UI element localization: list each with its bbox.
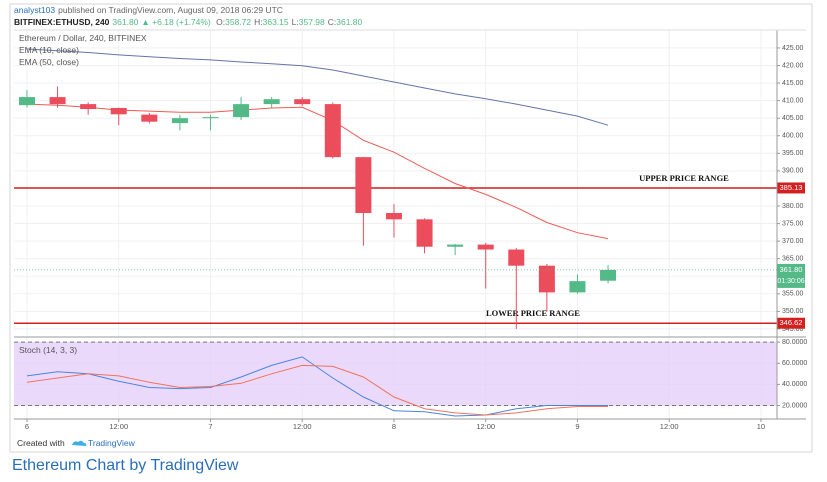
ohlc-label: C:	[327, 17, 337, 27]
legend-ema50: EMA (50, close)	[19, 57, 79, 67]
ohlc-value: 357.98	[298, 17, 325, 27]
change: ▲ +6.18 (+1.74%)	[141, 17, 211, 27]
y-tick-label: 370.00	[782, 238, 804, 245]
candle-body	[355, 157, 372, 214]
y-tick-label: 60.0000	[782, 360, 807, 367]
stoch-line	[26, 356, 608, 417]
candle-body	[18, 97, 35, 106]
last-price-tag	[777, 263, 805, 288]
price-level-text: UPPER PRICE RANGE	[639, 173, 729, 183]
candle-body	[171, 118, 188, 124]
candle-body	[80, 104, 97, 110]
y-tick-label: 40.0000	[782, 381, 807, 388]
candle-body	[233, 104, 250, 118]
candle-body	[324, 104, 341, 158]
y-tick-label: 365.00	[782, 256, 804, 263]
candle-body	[600, 269, 617, 281]
ema-line	[26, 48, 609, 126]
author[interactable]: analyst103	[14, 5, 56, 15]
y-tick-label: 20.0000	[782, 402, 807, 409]
candle-body	[294, 99, 311, 105]
x-tick-label: 9	[575, 422, 579, 431]
ohlc-value: 358.72	[225, 17, 252, 27]
x-tick-label: 12:00	[476, 422, 495, 431]
x-tick-label: 12:00	[293, 422, 312, 431]
y-tick-label: 345.00	[782, 326, 804, 333]
x-tick-label: 10	[757, 422, 765, 431]
y-tick-label: 425.00	[782, 45, 804, 52]
header-line-2: BITFINEX:ETHUSD, 240 361.80 ▲ +6.18 (+1.74…	[14, 17, 365, 27]
symbol: BITFINEX:ETHUSD, 240	[14, 17, 110, 27]
candle-body	[49, 97, 66, 105]
candle-body	[141, 114, 158, 122]
candle-body	[477, 244, 494, 250]
x-tick-label: 7	[208, 422, 212, 431]
brand-logo	[72, 440, 87, 446]
price: 361.80	[112, 17, 139, 27]
created-with: Created with	[17, 438, 65, 448]
last-price-label: 361.80	[780, 265, 803, 274]
x-tick-label: 6	[25, 422, 29, 431]
y-tick-label: 420.00	[782, 62, 804, 69]
stoch-line	[26, 364, 608, 416]
y-tick-label: 415.00	[782, 80, 804, 87]
price-level-tag	[777, 182, 805, 194]
countdown: 01:30:06	[777, 278, 804, 285]
x-tick-label: 12:00	[109, 422, 128, 431]
y-tick-label: 380.00	[782, 203, 804, 210]
candle-body	[508, 249, 525, 266]
brand[interactable]: TradingView	[88, 438, 135, 448]
candle-body	[385, 213, 402, 220]
price-level-tag-label: 385.13	[780, 183, 803, 192]
caption-link[interactable]: Ethereum Chart by TradingView	[12, 457, 239, 474]
y-tick-label: 410.00	[782, 97, 804, 104]
y-tick-label: 395.00	[782, 150, 804, 157]
y-tick-label: 375.00	[782, 220, 804, 227]
candle-body	[447, 244, 464, 247]
candle-body	[416, 219, 433, 247]
x-tick-label: 12:00	[660, 422, 679, 431]
price-level-text: LOWER PRICE RANGE	[486, 308, 580, 318]
price-level-tag	[777, 317, 805, 329]
y-tick-label: 400.00	[782, 133, 804, 140]
stoch-band	[14, 342, 777, 406]
x-tick-label: 8	[392, 422, 396, 431]
ohlc-value: 361.80	[336, 17, 363, 27]
y-tick-label: 405.00	[782, 115, 804, 122]
y-tick-label: 350.00	[782, 308, 804, 315]
ohlc-label: H:	[254, 17, 263, 27]
candle-body	[110, 107, 127, 115]
stoch-title: Stoch (14, 3, 3)	[19, 345, 78, 355]
price-level-tag-label: 346.62	[780, 318, 803, 327]
candle-body	[569, 281, 586, 293]
legend-ema10: EMA (10, close)	[19, 45, 79, 55]
candle-body	[538, 265, 555, 293]
y-tick-label: 355.00	[782, 291, 804, 298]
header-line-1: analyst103 published on TradingView.com, …	[14, 5, 286, 15]
y-tick-label: 80.0000	[782, 339, 807, 346]
y-tick-label: 390.00	[782, 168, 804, 175]
candle-body	[202, 117, 219, 119]
published: published on TradingView.com, August 09,…	[58, 5, 283, 15]
legend-title: Ethereum / Dollar, 240, BITFINEX	[19, 33, 147, 43]
ohlc-value: 363.15	[262, 17, 289, 27]
ohlc-label: O:	[216, 17, 226, 27]
candle-body	[263, 99, 280, 105]
ohlc-label: L:	[291, 17, 299, 27]
